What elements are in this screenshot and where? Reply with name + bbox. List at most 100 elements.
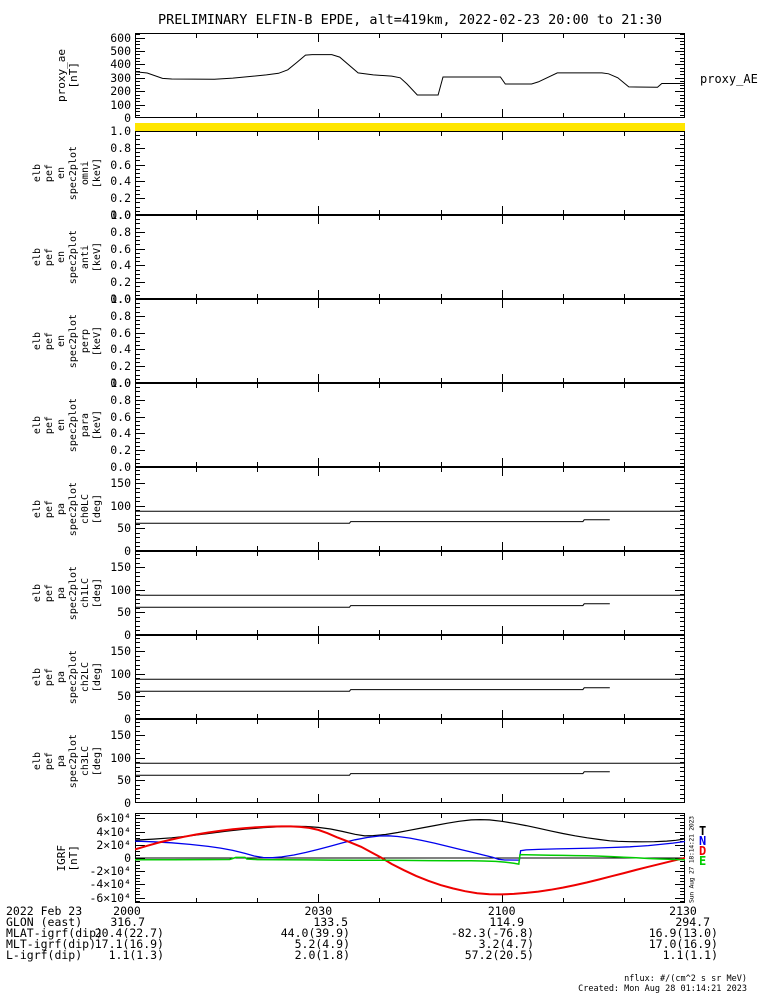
panel-en_perp-ylabel: elb pef en spec2plot perp [keV] xyxy=(26,299,108,383)
panel-pa_ch2lc-plot xyxy=(135,635,685,719)
y-tick-label: 0 xyxy=(124,544,131,558)
y-tick-label: 1.0 xyxy=(110,376,131,390)
y-tick-label: 2×10⁴ xyxy=(96,837,131,852)
y-tick-label: 0.8 xyxy=(110,392,131,407)
ylabel-word: pa xyxy=(55,754,67,768)
ylabel-word: elb xyxy=(31,667,43,687)
ylabel-word: pef xyxy=(43,751,55,771)
y-tick-label: 0.4 xyxy=(110,258,131,273)
annotation-value: 316.7 xyxy=(110,915,145,929)
y-tick-label: 0.0 xyxy=(110,292,131,306)
annotation-row-label: MLAT-igrf(dip) xyxy=(6,926,103,940)
y-tick-label: 0 xyxy=(124,628,131,642)
ylabel-word: spec2plot xyxy=(67,313,79,369)
ylabel-word: [nT] xyxy=(66,844,80,872)
colorbar-strip xyxy=(135,123,685,131)
ylabel-word: elb xyxy=(31,247,43,267)
y-tick-label: 100 xyxy=(110,750,131,765)
y-tick-label: 100 xyxy=(110,498,131,513)
y-tick-label: 50 xyxy=(117,521,131,536)
ylabel-word: spec2plot xyxy=(67,649,79,705)
y-tick-label: 150 xyxy=(110,560,131,575)
y-tick-label: 0.6 xyxy=(110,157,131,172)
ylabel-word: pef xyxy=(43,163,55,183)
annotation-value: 1.1(1.1) xyxy=(662,948,718,962)
ylabel-word: pa xyxy=(55,502,67,516)
y-tick-label: 0.8 xyxy=(110,140,131,155)
y-tick-label: 0.6 xyxy=(110,241,131,256)
panel-proxy_ae-ylabel: proxy_ae [nT] xyxy=(26,33,108,118)
y-tick-label: 0.8 xyxy=(110,308,131,323)
axis-ticks xyxy=(135,215,685,299)
y-tick-label: 50 xyxy=(117,689,131,704)
ylabel-word: spec2plot xyxy=(67,397,79,453)
series-igrf-D xyxy=(135,825,685,896)
ylabel-word: pef xyxy=(43,667,55,687)
series-loss-cone xyxy=(135,519,610,524)
ylabel-word: omni xyxy=(79,160,91,186)
y-tick-label: -2×10⁴ xyxy=(89,864,131,879)
y-tick-label: 0.4 xyxy=(110,426,131,441)
axis-ticks xyxy=(135,299,685,383)
ylabel-word: [keV] xyxy=(91,409,103,441)
y-tick-label: 100 xyxy=(110,97,131,112)
panel-en_anti-plot xyxy=(135,215,685,299)
y-tick-label: 0.0 xyxy=(110,208,131,222)
panel-en_para-plot xyxy=(135,383,685,467)
ylabel-word: pa xyxy=(55,670,67,684)
ylabel-word: en xyxy=(55,166,67,180)
annotation-row-label: MLT-igrf(dip) xyxy=(6,937,97,951)
annotation-value: 16.9(13.0) xyxy=(648,926,718,940)
annotation-value: 17.0(16.9) xyxy=(648,937,718,951)
panel-pa_ch2lc-ylabel: elb pef pa spec2plot ch2LC [deg] xyxy=(26,635,108,719)
ylabel-word: spec2plot xyxy=(67,145,79,201)
ylabel-word: elb xyxy=(31,415,43,435)
ylabel-word: ch2LC xyxy=(79,661,91,693)
footer-units-note: nflux: #/(cm^2 s sr MeV) xyxy=(624,974,747,984)
x-axis-time-label: 2030 xyxy=(304,904,333,918)
annotation-row-label: L-igrf(dip) xyxy=(6,948,83,962)
ylabel-word: elb xyxy=(31,163,43,183)
y-tick-label: 0 xyxy=(124,796,131,810)
y-tick-label: 150 xyxy=(110,476,131,491)
annotation-value: -82.3(-76.8) xyxy=(450,926,534,940)
annotation-row-label: 2022 Feb 23 xyxy=(6,904,83,918)
annotation-row-label: GLON (east) xyxy=(6,915,83,929)
y-tick-label: 50 xyxy=(117,773,131,788)
igrf-legend-E: E xyxy=(699,854,707,868)
y-tick-label: -6×10⁴ xyxy=(89,890,131,905)
axis-ticks xyxy=(135,720,685,803)
y-tick-label: 6×10⁴ xyxy=(96,811,131,826)
panel-igrf-ylabel: IGRF [nT] xyxy=(26,813,108,903)
y-tick-label: 300 xyxy=(110,70,131,85)
ylabel-word: pef xyxy=(43,415,55,435)
y-tick-label: 1.0 xyxy=(110,124,131,138)
ylabel-word: pef xyxy=(43,247,55,267)
panel-pa_ch1lc-plot xyxy=(135,551,685,635)
annotation-value: 2.0(1.8) xyxy=(294,948,350,962)
ylabel-word: [deg] xyxy=(91,745,103,777)
ylabel-word: [deg] xyxy=(91,493,103,525)
side-timestamp: Sun Aug 27 18:14:21 2023 xyxy=(687,816,696,903)
y-tick-label: 0.0 xyxy=(110,376,131,390)
ylabel-word: proxy_ae xyxy=(54,49,68,102)
ylabel-word: [deg] xyxy=(91,577,103,609)
axis-ticks xyxy=(135,131,685,215)
y-tick-label: 0.6 xyxy=(110,325,131,340)
x-axis-time-label: 2000 xyxy=(113,904,141,918)
y-tick-label: 0 xyxy=(124,712,131,726)
y-tick-label: 4×10⁴ xyxy=(96,824,131,839)
y-tick-label: 1.0 xyxy=(110,208,131,222)
annotation-value: 17.1(16.9) xyxy=(94,937,164,951)
annotation-value: 1.1(1.3) xyxy=(108,948,164,962)
ylabel-word: spec2plot xyxy=(67,733,79,789)
axis-ticks xyxy=(135,383,685,467)
ylabel-word: spec2plot xyxy=(67,481,79,537)
ylabel-word: elb xyxy=(31,583,43,603)
ylabel-word: en xyxy=(55,250,67,264)
panel-en_omni-plot xyxy=(135,131,685,215)
y-tick-label: 100 xyxy=(110,582,131,597)
ylabel-word: en xyxy=(55,418,67,432)
y-tick-label: 200 xyxy=(110,84,131,99)
